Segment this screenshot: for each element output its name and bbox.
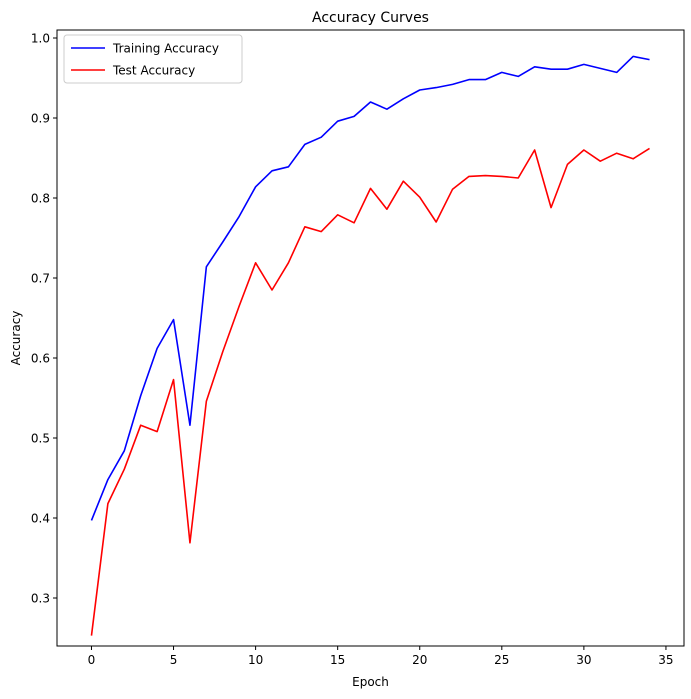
- y-tick-label: 0.7: [31, 272, 50, 286]
- x-axis-label: Epoch: [352, 675, 389, 689]
- x-tick-label: 20: [412, 653, 427, 667]
- y-tick-label: 1.0: [31, 32, 50, 46]
- test-accuracy-line: [90, 147, 650, 636]
- y-tick-label: 0.4: [31, 512, 50, 526]
- legend: Training Accuracy Test Accuracy: [63, 34, 243, 84]
- training-accuracy-line: [90, 55, 650, 521]
- x-tick-label: 0: [88, 653, 96, 667]
- x-tick-label: 35: [658, 653, 673, 667]
- y-tick-label: 0.9: [31, 112, 50, 126]
- legend-label-test: Test Accuracy: [112, 64, 195, 78]
- y-axis-label: Accuracy: [9, 311, 23, 366]
- legend-label-training: Training Accuracy: [112, 42, 219, 56]
- y-tick-label: 0.6: [31, 352, 50, 366]
- x-tick-label: 10: [248, 653, 263, 667]
- y-tick-label: 0.5: [31, 432, 50, 446]
- plot-area-frame: [56, 29, 685, 647]
- x-tick-label: 30: [576, 653, 591, 667]
- x-tick-label: 15: [330, 653, 345, 667]
- y-tick-label: 0.8: [31, 192, 50, 206]
- series-lines: [90, 55, 650, 636]
- chart-title: Accuracy Curves: [312, 10, 429, 26]
- x-tick-label: 5: [170, 653, 178, 667]
- y-tick-label: 0.3: [31, 592, 50, 606]
- x-axis-ticks: 0 5 10 15 20 25 30 35: [88, 646, 674, 667]
- x-tick-label: 25: [494, 653, 509, 667]
- legend-box: [63, 34, 243, 84]
- y-axis-ticks: 0.3 0.4 0.5 0.6 0.7 0.8 0.9 1.0: [31, 32, 57, 606]
